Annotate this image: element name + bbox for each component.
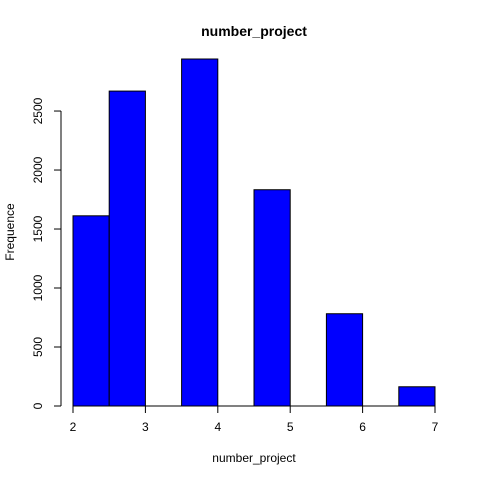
y-tick-label-2: 1000 bbox=[31, 274, 45, 301]
y-axis-title: Frequence bbox=[3, 203, 17, 261]
x-tick-label-3: 5 bbox=[287, 420, 294, 434]
histogram-bar-1 bbox=[108, 90, 146, 407]
y-tick-label-3: 1500 bbox=[31, 215, 45, 242]
histogram-bar-0 bbox=[72, 215, 110, 407]
chart-title: number_project bbox=[201, 23, 307, 39]
histogram-bar-3 bbox=[181, 58, 219, 407]
y-tick-label-0: 0 bbox=[31, 402, 45, 409]
histogram-bar-7 bbox=[325, 313, 364, 407]
x-axis-title: number_project bbox=[212, 451, 296, 465]
y-tick-label-1: 500 bbox=[31, 337, 45, 357]
x-tick-label-5: 7 bbox=[432, 420, 439, 434]
y-tick-label-4: 2000 bbox=[31, 156, 45, 183]
x-tick-label-4: 6 bbox=[359, 420, 366, 434]
x-axis: 2 3 4 5 6 7 bbox=[70, 405, 439, 434]
histogram-bar-5 bbox=[253, 189, 291, 407]
bars-layer bbox=[72, 58, 436, 407]
y-axis: 0 500 1000 1500 2000 2500 bbox=[31, 97, 62, 409]
y-tick-label-5: 2500 bbox=[31, 97, 45, 124]
x-tick-label-1: 3 bbox=[142, 420, 149, 434]
histogram-bar-9 bbox=[398, 386, 436, 407]
x-tick-label-0: 2 bbox=[70, 420, 77, 434]
x-tick-label-2: 4 bbox=[214, 420, 221, 434]
